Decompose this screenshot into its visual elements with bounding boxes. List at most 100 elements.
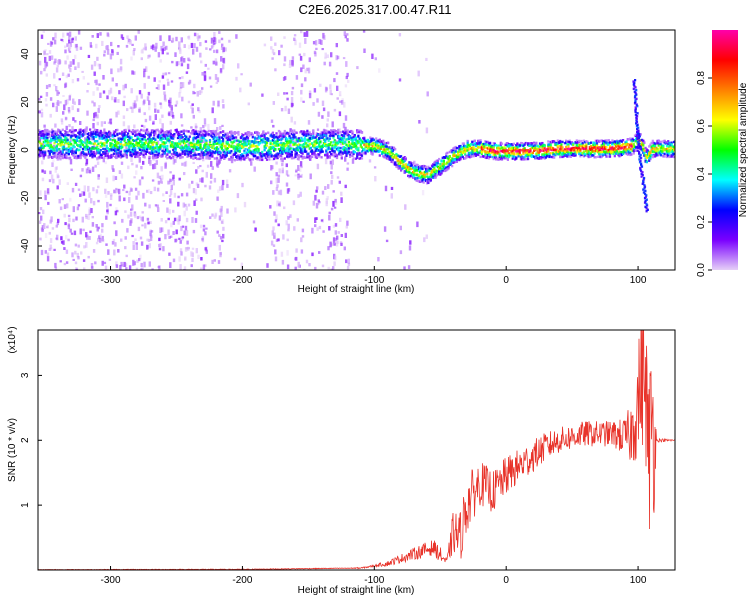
spectrogram-ridge-cell bbox=[525, 157, 528, 161]
spectrogram-noise-cell bbox=[184, 247, 188, 252]
spectrogram-noise-cell bbox=[270, 240, 274, 246]
spectrogram-ridge-cell bbox=[141, 149, 144, 152]
spectrogram-noise-cell bbox=[190, 251, 193, 257]
spectrogram-noise-cell bbox=[68, 217, 71, 223]
spectrogram-ridge-cell bbox=[38, 155, 41, 158]
spectrogram-noise-cell bbox=[53, 61, 56, 65]
spectrogram-noise-cell bbox=[178, 77, 182, 80]
spectrogram-ridge-cell bbox=[227, 136, 231, 139]
spectrogram-ridge-cell bbox=[375, 143, 378, 146]
spectrogram-noise-cell bbox=[69, 67, 72, 73]
spectrogram-noise-cell bbox=[133, 48, 136, 51]
spectrogram-ridge-cell bbox=[59, 141, 62, 145]
spectrogram-ridge-cell bbox=[308, 143, 311, 146]
spectrogram-noise-cell bbox=[149, 191, 153, 195]
spectrogram-noise-cell bbox=[280, 44, 283, 48]
spectrogram-ridge-cell bbox=[257, 148, 260, 151]
spectrogram-ridge-cell bbox=[65, 140, 68, 143]
spectrogram-ridge-cell bbox=[332, 134, 335, 137]
spectrogram-noise-cell bbox=[334, 223, 338, 227]
spectrogram-noise-cell bbox=[195, 46, 199, 52]
spectrogram-noise-cell bbox=[45, 84, 49, 89]
spectrogram-ridge-cell bbox=[273, 141, 276, 144]
spectrogram-ridge-cell bbox=[499, 147, 502, 150]
spectrogram-ridge-cell bbox=[166, 157, 169, 160]
spectrogram-ridge-cell bbox=[180, 140, 183, 143]
spectrogram-ridge-cell bbox=[485, 146, 488, 149]
spectrogram-noise-cell bbox=[117, 68, 120, 73]
spectrogram-ridge-cell bbox=[468, 151, 472, 154]
spectrogram-ridge-cell bbox=[368, 143, 371, 146]
spectrogram-ridge-cell bbox=[166, 138, 169, 142]
spectrogram-ridge-cell bbox=[217, 151, 220, 154]
spectrogram-ridge-cell bbox=[522, 152, 525, 155]
spectrogram-ridge-cell bbox=[60, 140, 63, 143]
spectrogram-noise-cell bbox=[282, 234, 285, 240]
spectrogram-ridge-cell bbox=[225, 136, 228, 140]
spectrogram-noise-cell bbox=[68, 45, 72, 50]
spectrogram-ridge-cell bbox=[201, 147, 204, 150]
spectrogram-ridge-cell bbox=[389, 153, 392, 156]
spectrogram-noise-cell bbox=[71, 126, 74, 132]
spectrogram-ridge-cell bbox=[274, 136, 277, 139]
spectrogram-ridge-cell bbox=[42, 146, 45, 149]
spectrogram-noise-cell bbox=[213, 177, 217, 183]
spectrogram-ridge-cell bbox=[170, 137, 174, 140]
spectrogram-ridge-cell bbox=[74, 149, 77, 152]
spectrogram-ridge-cell bbox=[263, 141, 266, 144]
spectrogram-noise-cell bbox=[191, 252, 194, 258]
spectrogram-noise-cell bbox=[179, 248, 183, 252]
spectrogram-noise-cell bbox=[47, 201, 50, 205]
spectrogram-ridge-cell bbox=[455, 154, 458, 157]
spectrogram-ridge-cell bbox=[201, 156, 204, 159]
spectrogram-ridge-cell bbox=[362, 137, 365, 140]
spectrogram-ridge-cell bbox=[282, 132, 285, 135]
spectrogram-noise-cell bbox=[66, 32, 69, 36]
spectrogram-ridge-cell bbox=[60, 133, 63, 137]
spectrogram-ridge-cell bbox=[508, 152, 511, 155]
spectrogram-ridge-cell bbox=[315, 138, 318, 142]
spectrogram-ridge-cell bbox=[411, 162, 415, 165]
spectrogram-noise-cell bbox=[48, 50, 52, 54]
spectrogram-ridge-cell bbox=[165, 141, 168, 144]
spectrogram-ridge-cell bbox=[255, 141, 258, 144]
spectrogram-ridge-cell bbox=[169, 132, 172, 135]
spectrogram-ridge-cell bbox=[316, 149, 320, 152]
spectrogram-noise-cell bbox=[198, 110, 201, 114]
spectrogram-ridge-cell bbox=[408, 161, 411, 164]
spectrogram-noise-cell bbox=[122, 86, 125, 91]
spectrogram-ridge-cell bbox=[161, 153, 164, 156]
spectrogram-noise-cell bbox=[146, 217, 150, 221]
spectrogram-ridge-cell bbox=[269, 140, 272, 143]
spectrogram-ridge-cell bbox=[124, 152, 127, 155]
spectrogram-noise-cell bbox=[138, 258, 141, 262]
spectrogram-ridge-cell bbox=[211, 146, 214, 150]
spectrogram-ridge-cell bbox=[403, 156, 406, 159]
spectrogram-ridge-cell bbox=[309, 146, 312, 150]
spectrogram-noise-cell bbox=[116, 209, 119, 213]
spectrogram-ridge-cell bbox=[144, 141, 147, 144]
spectrogram-noise-cell bbox=[202, 124, 205, 129]
spectrogram-ridge-cell bbox=[163, 152, 166, 155]
spectrogram-noise-cell bbox=[290, 91, 294, 96]
spectrogram-noise-cell bbox=[61, 153, 65, 157]
spectrogram-noise-cell bbox=[221, 239, 224, 243]
spectrogram-ridge-cell bbox=[384, 143, 387, 146]
spectrogram-ridge-cell bbox=[466, 143, 469, 146]
spectrogram-ridge-cell bbox=[105, 141, 108, 144]
spectrogram-noise-cell bbox=[86, 234, 89, 240]
spectrogram-ridge-cell bbox=[495, 143, 498, 147]
spectrogram-noise-cell bbox=[340, 191, 343, 196]
spectrogram-noise-cell bbox=[52, 159, 55, 162]
spectrogram-noise-cell bbox=[49, 97, 53, 101]
spectrogram-noise-cell bbox=[282, 76, 286, 81]
spectrogram-ridge-cell bbox=[460, 145, 463, 149]
spectrogram-noise-cell bbox=[44, 62, 47, 69]
spectrogram-noise-cell bbox=[66, 203, 69, 209]
spectrogram-ridge-cell bbox=[216, 158, 219, 161]
spectrogram-ridge-cell bbox=[208, 139, 212, 142]
spectrogram-noise-cell bbox=[54, 167, 57, 173]
spectrogram-ridge-cell bbox=[108, 150, 111, 153]
spectrogram-noise-cell bbox=[97, 226, 100, 230]
spectrogram-noise-cell bbox=[120, 135, 124, 139]
